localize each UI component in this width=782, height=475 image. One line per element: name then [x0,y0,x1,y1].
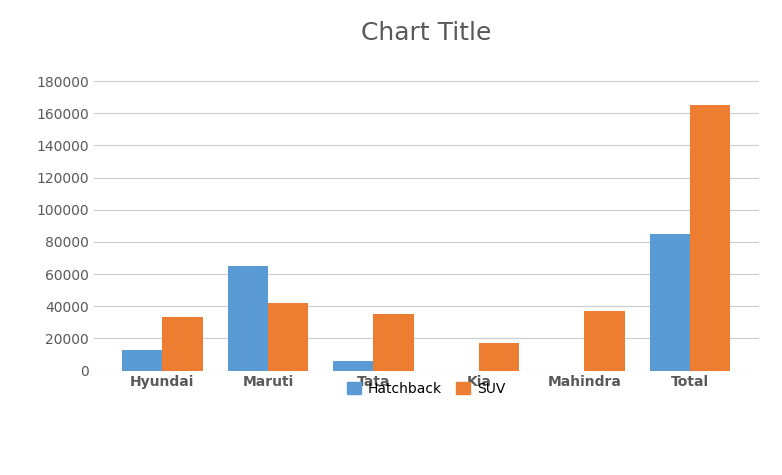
Bar [690,105,730,370]
Bar [584,311,625,370]
Bar [479,343,519,370]
Bar [374,314,414,370]
Legend: Hatchback, SUV: Hatchback, SUV [342,376,511,401]
Title: Chart Title: Chart Title [361,21,491,45]
Bar [650,234,690,370]
Bar [122,350,163,370]
Bar [333,361,374,370]
Bar [268,303,308,370]
Bar [228,266,268,370]
Bar [163,317,203,370]
